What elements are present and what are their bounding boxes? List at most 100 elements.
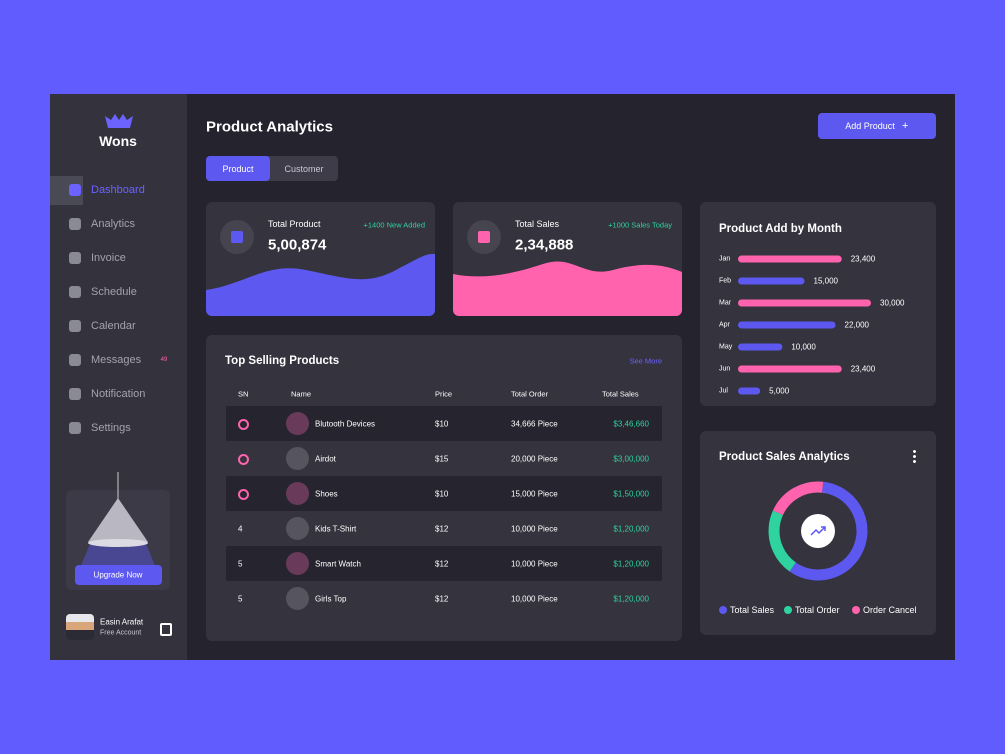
chart-title: Product Sales Analytics [719,451,850,463]
legend-swatch [719,606,727,614]
tab[interactable]: Product [222,164,254,174]
category-label: May [719,343,733,351]
menu-icon [69,286,81,298]
stat-value: 5,00,874 [268,236,327,254]
menu-item[interactable]: Notification [91,388,146,400]
bar-chart-card: Product Add by Month Jan 23,400 Feb 15,000 Ma… [700,202,936,406]
logo-crown [105,114,133,128]
total-order: 10,000 Piece [511,524,558,534]
bar-plot [738,255,871,395]
wave-area [206,254,435,316]
column-header: Total Sales [602,389,639,399]
total-sales: $1,20,000 [613,594,649,604]
trend-icon [810,526,826,536]
product-name: Airdot [315,454,336,464]
total-sales: $3,00,000 [613,454,649,464]
stat-note: +1400 New Added [363,220,425,230]
table-card: Top Selling Products See More SN Name Price T… [206,335,682,641]
menu-icon [69,218,81,230]
menu-item[interactable]: Settings [91,422,131,434]
total-order: 10,000 Piece [511,594,558,604]
product-thumb [286,517,309,540]
menu-item[interactable]: Dashboard [91,184,145,196]
price: $12 [435,524,449,534]
see-more[interactable]: See More [629,356,662,366]
value-label: 10,000 [791,342,816,352]
product-thumb [286,447,309,470]
table-title: Top Selling Products [225,355,340,367]
tab[interactable]: Customer [284,164,324,174]
value-label: 23,400 [850,254,876,264]
logo-icon [105,114,133,128]
dashboard: Wons Dashboard Analytics Invoice Schedule Cal… [50,94,955,660]
lamp-shade [88,498,148,546]
category-label: Jan [719,255,731,263]
bar [738,365,842,373]
product-thumb [286,587,309,610]
price: $15 [435,454,449,464]
menu-item[interactable]: Calendar [91,320,136,332]
logout-icon[interactable] [160,623,172,636]
stat-icon [478,231,490,243]
product-thumb [286,482,309,505]
sidebar: Wons Dashboard Analytics Invoice Schedule Cal… [50,94,187,660]
menu-icon [69,354,81,366]
lamp-light [80,544,156,568]
legend-label: Order Cancel [863,605,917,615]
avatar [66,614,94,640]
stat-wave [206,220,435,316]
value-label: 15,000 [813,276,838,286]
donut-segment [768,481,868,581]
donut-plot [768,481,868,581]
plus-icon: + [902,120,909,132]
total-order: 15,000 Piece [511,489,558,499]
category-label: Jul [719,387,728,395]
menu-icon [69,252,81,264]
menu-item[interactable]: Analytics [91,218,136,230]
rank-badge [238,489,249,500]
stat-card: Total Sales 2,34,888 +1000 Sales Today [453,202,682,316]
price: $12 [435,559,449,569]
legend-swatch [852,606,860,614]
user-name: Easin Arafat [100,617,144,627]
chart-title: Product Add by Month [719,223,842,235]
menu-item[interactable]: Schedule [91,286,137,298]
category-label: Jun [719,365,731,373]
stat-note: +1000 Sales Today [608,220,672,230]
add-product-label: Add Product [845,121,895,131]
column-header: Name [291,389,312,399]
category-label: Feb [719,277,732,285]
donut-segment [768,481,868,581]
bar [738,387,761,395]
stat-card: Total Product 5,00,874 +1400 New Added [206,202,435,316]
menu-icon [69,184,81,196]
lamp [80,472,156,568]
menu-item[interactable]: Invoice [91,252,126,264]
bar [738,299,871,307]
legend-label: Total Sales [730,605,775,615]
legend-swatch [784,606,792,614]
bar [738,255,842,263]
rank: 5 [238,594,243,604]
column-header: Total Order [511,389,549,399]
price: $10 [435,489,449,499]
add-product-button[interactable]: Add Product + [818,113,936,139]
total-order: 10,000 Piece [511,559,558,569]
total-sales: $1,20,000 [613,559,649,569]
total-order: 20,000 Piece [511,454,558,464]
more-menu[interactable] [913,449,916,463]
rank-badge [238,419,249,430]
value-label: 5,000 [769,386,790,396]
value-label: 30,000 [880,298,905,308]
rank: 4 [238,524,243,534]
value-label: 23,400 [850,364,876,374]
stat-icon [231,231,243,243]
category-label: Mar [719,299,732,307]
upgrade-button[interactable]: Upgrade Now [75,565,162,585]
upgrade-label: Upgrade Now [93,570,143,580]
lamp-rim [88,539,148,547]
total-sales: $1,50,000 [613,489,649,499]
wave-area [453,261,682,316]
menu-item[interactable]: Messages [91,354,142,366]
tab-active [206,156,270,181]
